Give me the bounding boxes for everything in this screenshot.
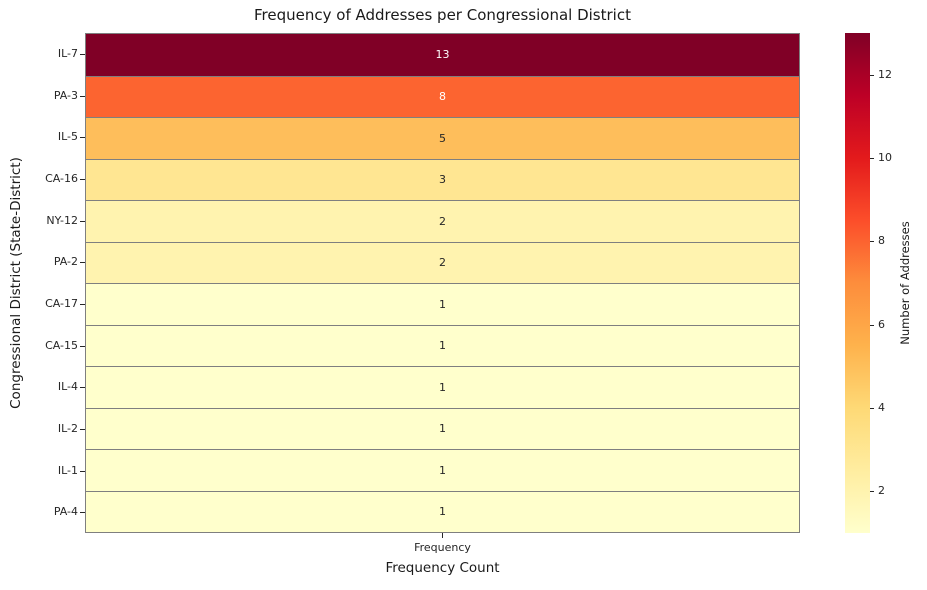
colorbar-tick-mark [870, 241, 874, 243]
colorbar-tick-label: 12 [878, 67, 892, 81]
heatmap-cell: 1 [86, 407, 799, 449]
colorbar-tick-label: 10 [878, 151, 892, 164]
y-tick-label: IL-4 [57, 380, 78, 394]
y-tick-label: NY-12 [46, 213, 78, 227]
y-tick-mark [80, 178, 85, 180]
heatmap-cell: 8 [86, 75, 799, 117]
heatmap-cell: 5 [86, 117, 799, 159]
y-tick-mark [80, 428, 85, 430]
chart-title: Frequency of Addresses per Congressional… [254, 6, 631, 24]
y-tick-mark [80, 220, 85, 222]
y-tick-label: PA-3 [53, 88, 78, 102]
colorbar-tick-mark [870, 324, 874, 326]
colorbar-tick-label: 2 [878, 484, 885, 498]
y-tick-label: IL-7 [57, 46, 78, 60]
heatmap-cell: 1 [86, 324, 799, 366]
colorbar-tick-mark [870, 158, 874, 159]
y-tick-mark [80, 53, 85, 55]
y-tick-label: IL-5 [57, 130, 78, 144]
heatmap-cell: 3 [86, 158, 799, 200]
colorbar-tick-label: 6 [878, 317, 885, 331]
colorbar [845, 33, 870, 533]
y-tick-label: IL-1 [57, 463, 78, 477]
x-axis-label: Frequency Count [385, 560, 500, 576]
heatmap-cell: 2 [86, 241, 799, 283]
y-tick-mark [80, 303, 85, 305]
y-tick-label: PA-4 [53, 505, 78, 519]
heatmap-cell: 13 [86, 34, 799, 76]
colorbar-tick-mark [870, 408, 874, 409]
colorbar-tick-label: 4 [878, 401, 885, 414]
colorbar-tick-mark [870, 491, 874, 493]
y-tick-mark [80, 387, 85, 389]
heatmap-cell: 1 [86, 449, 799, 491]
y-tick-mark [80, 137, 85, 139]
heatmap-cell: 2 [86, 200, 799, 242]
colorbar-tick-mark [870, 74, 874, 76]
y-tick-mark [80, 95, 85, 97]
heatmap-grid: 13 8 5 3 2 2 1 1 1 1 1 1 [85, 33, 800, 533]
y-tick-label: IL-2 [57, 421, 78, 435]
y-tick-mark [80, 512, 85, 514]
y-tick-mark [80, 262, 85, 264]
y-tick-mark [80, 470, 85, 472]
y-tick-label: CA-16 [45, 171, 78, 185]
y-tick-label: PA-2 [53, 255, 78, 269]
y-tick-label: CA-15 [45, 338, 78, 352]
heatmap-cell: 1 [86, 366, 799, 408]
colorbar-tick-label: 8 [878, 234, 885, 248]
x-tick-mark [442, 533, 443, 538]
x-tick-label: Frequency [414, 541, 471, 554]
heatmap-cell: 1 [86, 283, 799, 325]
heatmap-cell: 1 [86, 490, 799, 532]
y-tick-label: CA-17 [45, 296, 78, 310]
y-tick-mark [80, 345, 85, 347]
